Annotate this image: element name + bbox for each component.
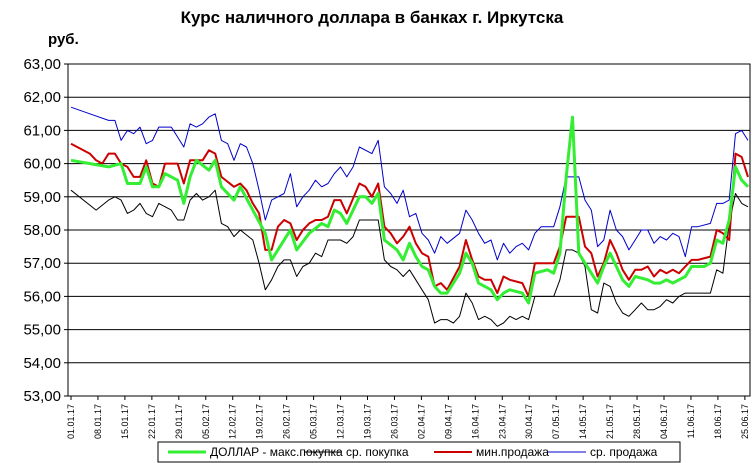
x-tick-label: 07.05.17: [551, 404, 561, 439]
plot-frame: [67, 63, 751, 397]
x-tick-label: 18.06.17: [713, 404, 723, 439]
legend-label: ДОЛЛАР - макс.покупка: [210, 445, 343, 459]
y-tick-label: 60,00: [23, 156, 61, 173]
legend-label: ср. продажа: [590, 445, 658, 459]
series-line: [70, 115, 750, 305]
x-tick-label: 14.05.17: [578, 404, 588, 439]
series-line: [70, 106, 749, 261]
x-tick-label: 28.05.17: [632, 404, 642, 439]
x-tick-label: 04.06.17: [659, 404, 669, 439]
x-tick-label: 09.04.17: [443, 404, 453, 439]
y-tick-label: 61,00: [23, 122, 61, 139]
x-tick-label: 08.01.17: [93, 404, 103, 439]
x-tick-label: 11.06.17: [686, 404, 696, 438]
x-tick-label: 25.06.17: [740, 404, 750, 439]
x-tick-label: 01.01.17: [66, 404, 76, 439]
y-tick-labels: 53,00 54,00 55,00 56,00 57,00 58,00 59,00 60,00…: [23, 56, 61, 405]
y-tick-label: 54,00: [23, 355, 61, 372]
x-tick-label: 22.01.17: [147, 404, 157, 439]
x-tick-labels: 01.01.17 08.01.17 15.01.17 22.01.17 29.01.17…: [66, 404, 750, 439]
y-tick-label: 63,00: [23, 56, 61, 73]
x-tick-label: 26.02.17: [282, 404, 292, 439]
x-tick-label: 21.05.17: [605, 404, 615, 439]
series-group: [70, 106, 750, 327]
legend: ДОЛЛАР - макс.покупка ср. покупка мин.прод…: [157, 441, 681, 463]
series-line: [70, 189, 749, 327]
x-tick-label: 30.04.17: [524, 404, 534, 439]
y-axis-label: руб.: [48, 31, 79, 48]
x-tick-label: 15.01.17: [120, 404, 130, 439]
series-line: [70, 142, 749, 298]
x-tick-label: 05.03.17: [309, 404, 319, 439]
chart-title: Курс наличного доллара в банках г. Иркут…: [181, 8, 564, 27]
y-tick-label: 56,00: [23, 288, 61, 305]
x-tick-label: 12.02.17: [228, 404, 238, 439]
x-tick-label: 23.04.17: [497, 404, 507, 439]
x-tick-label: 19.02.17: [255, 404, 265, 439]
x-tick-label: 05.02.17: [201, 404, 211, 439]
legend-label: ср. покупка: [346, 445, 409, 459]
y-tick-label: 55,00: [23, 322, 61, 339]
x-tick-label: 26.03.17: [389, 404, 399, 439]
legend-label: мин.продажа: [476, 445, 549, 459]
x-tick-label: 29.01.17: [174, 404, 184, 439]
y-tick-label: 59,00: [23, 189, 61, 206]
y-tick-label: 58,00: [23, 222, 61, 239]
y-tick-label: 53,00: [23, 388, 61, 405]
x-tick-label: 02.04.17: [416, 404, 426, 439]
legend-box: [157, 441, 681, 463]
x-tick-label: 12.03.17: [336, 404, 346, 439]
x-tick-label: 19.03.17: [363, 404, 373, 439]
y-tick-label: 57,00: [23, 255, 61, 272]
x-tick-label: 16.04.17: [470, 404, 480, 439]
y-tick-label: 62,00: [23, 89, 61, 106]
